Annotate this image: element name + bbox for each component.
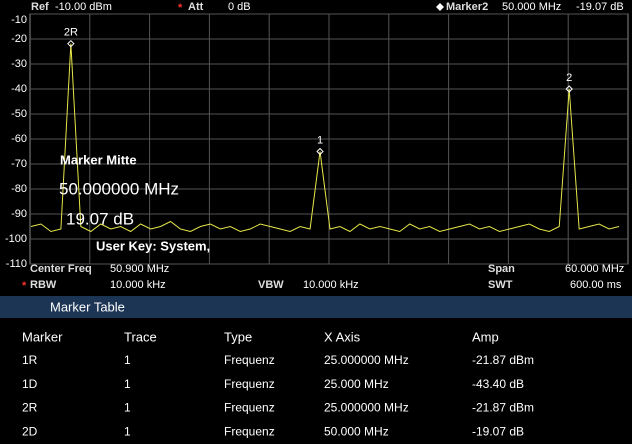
marker-label: 2R (64, 27, 78, 39)
marker-table: Marker Trace Type X Axis Amp 1R 1 Frequenz 25.00… (22, 329, 534, 438)
overlay-title: Marker Mitte (60, 152, 137, 167)
overlay-userkey: User Key: System, (96, 238, 210, 253)
table-cell: -43.40 dB (472, 377, 524, 391)
y-tick-label: -80 (11, 183, 27, 195)
span-label: Span (488, 263, 515, 275)
table-cell: 25.000000 MHz (324, 353, 409, 367)
table-title: Marker Table (50, 299, 125, 314)
span-value: 60.000 MHz (565, 263, 624, 275)
att-flag: * (178, 2, 183, 14)
y-tick-label: -40 (11, 83, 27, 95)
marker-icon (436, 3, 444, 11)
marker-freq: 50.000 MHz (502, 1, 561, 13)
y-tick-label: -110 (6, 258, 27, 270)
table-cell: -19.07 dB (472, 424, 524, 438)
table-cell: 1 (124, 401, 131, 415)
table-title-bar (0, 296, 632, 318)
table-cell: Frequenz (224, 377, 275, 391)
column-header: X Axis (324, 329, 361, 344)
table-cell: -21.87 dBm (472, 353, 534, 367)
marker-label: Marker2 (446, 1, 488, 13)
swt-value: 600.00 ms (570, 279, 622, 291)
table-cell: 1D (22, 377, 38, 391)
y-tick-label: -100 (5, 233, 27, 245)
rbw-flag: * (22, 280, 27, 292)
rbw-value: 10.000 kHz (110, 279, 166, 291)
table-cell: 2R (22, 401, 38, 415)
plot: -10 -20 -30 -40 -50 -60 -70 -80 -90 -100 -110 2R 1 2 (5, 13, 628, 270)
marker (316, 147, 324, 156)
marker (67, 39, 75, 48)
y-tick-label: -20 (11, 33, 27, 45)
overlay-amp: 19.07 dB (66, 209, 134, 228)
table-cell: 2D (22, 424, 38, 438)
center-label: Center Freq (30, 263, 92, 275)
table-cell: 1R (22, 353, 38, 367)
y-tick-label: -50 (11, 108, 27, 120)
table-cell: -21.87 dBm (472, 401, 534, 415)
column-header: Trace (124, 329, 157, 344)
vbw-label: VBW (258, 279, 284, 291)
table-cell: 1 (124, 353, 131, 367)
table-cell: 1 (124, 424, 131, 438)
column-header: Amp (472, 329, 499, 344)
table-cell: 25.000 MHz (324, 377, 389, 391)
overlay-freq: 50.000000 MHz (59, 179, 179, 198)
y-tick-label: -90 (11, 208, 27, 220)
ref-value: -10.00 dBm (55, 1, 112, 13)
att-value: 0 dB (228, 1, 251, 13)
y-tick-label: -30 (11, 58, 27, 70)
marker-label: 2 (566, 72, 572, 84)
rbw-label: RBW (30, 279, 57, 291)
marker-amp: -19.07 dB (576, 1, 624, 13)
table-cell: Frequenz (224, 401, 275, 415)
table-cell: 50.000 MHz (324, 424, 389, 438)
trace (30, 43, 620, 233)
att-label: Att (188, 1, 204, 13)
column-header: Marker (22, 329, 63, 344)
vbw-value: 10.000 kHz (303, 279, 359, 291)
table-cell: 1 (124, 377, 131, 391)
ref-label: Ref (31, 1, 49, 13)
marker (565, 85, 573, 93)
marker-label: 1 (317, 134, 323, 146)
column-header: Type (224, 329, 252, 344)
swt-label: SWT (488, 279, 513, 291)
center-value: 50.900 MHz (110, 263, 169, 275)
y-tick-label: -60 (11, 133, 27, 145)
y-tick-label: -70 (11, 158, 27, 170)
table-cell: Frequenz (224, 353, 275, 367)
y-tick-label: -10 (11, 14, 27, 26)
table-cell: 25.000000 MHz (324, 401, 409, 415)
table-cell: Frequenz (224, 424, 275, 438)
